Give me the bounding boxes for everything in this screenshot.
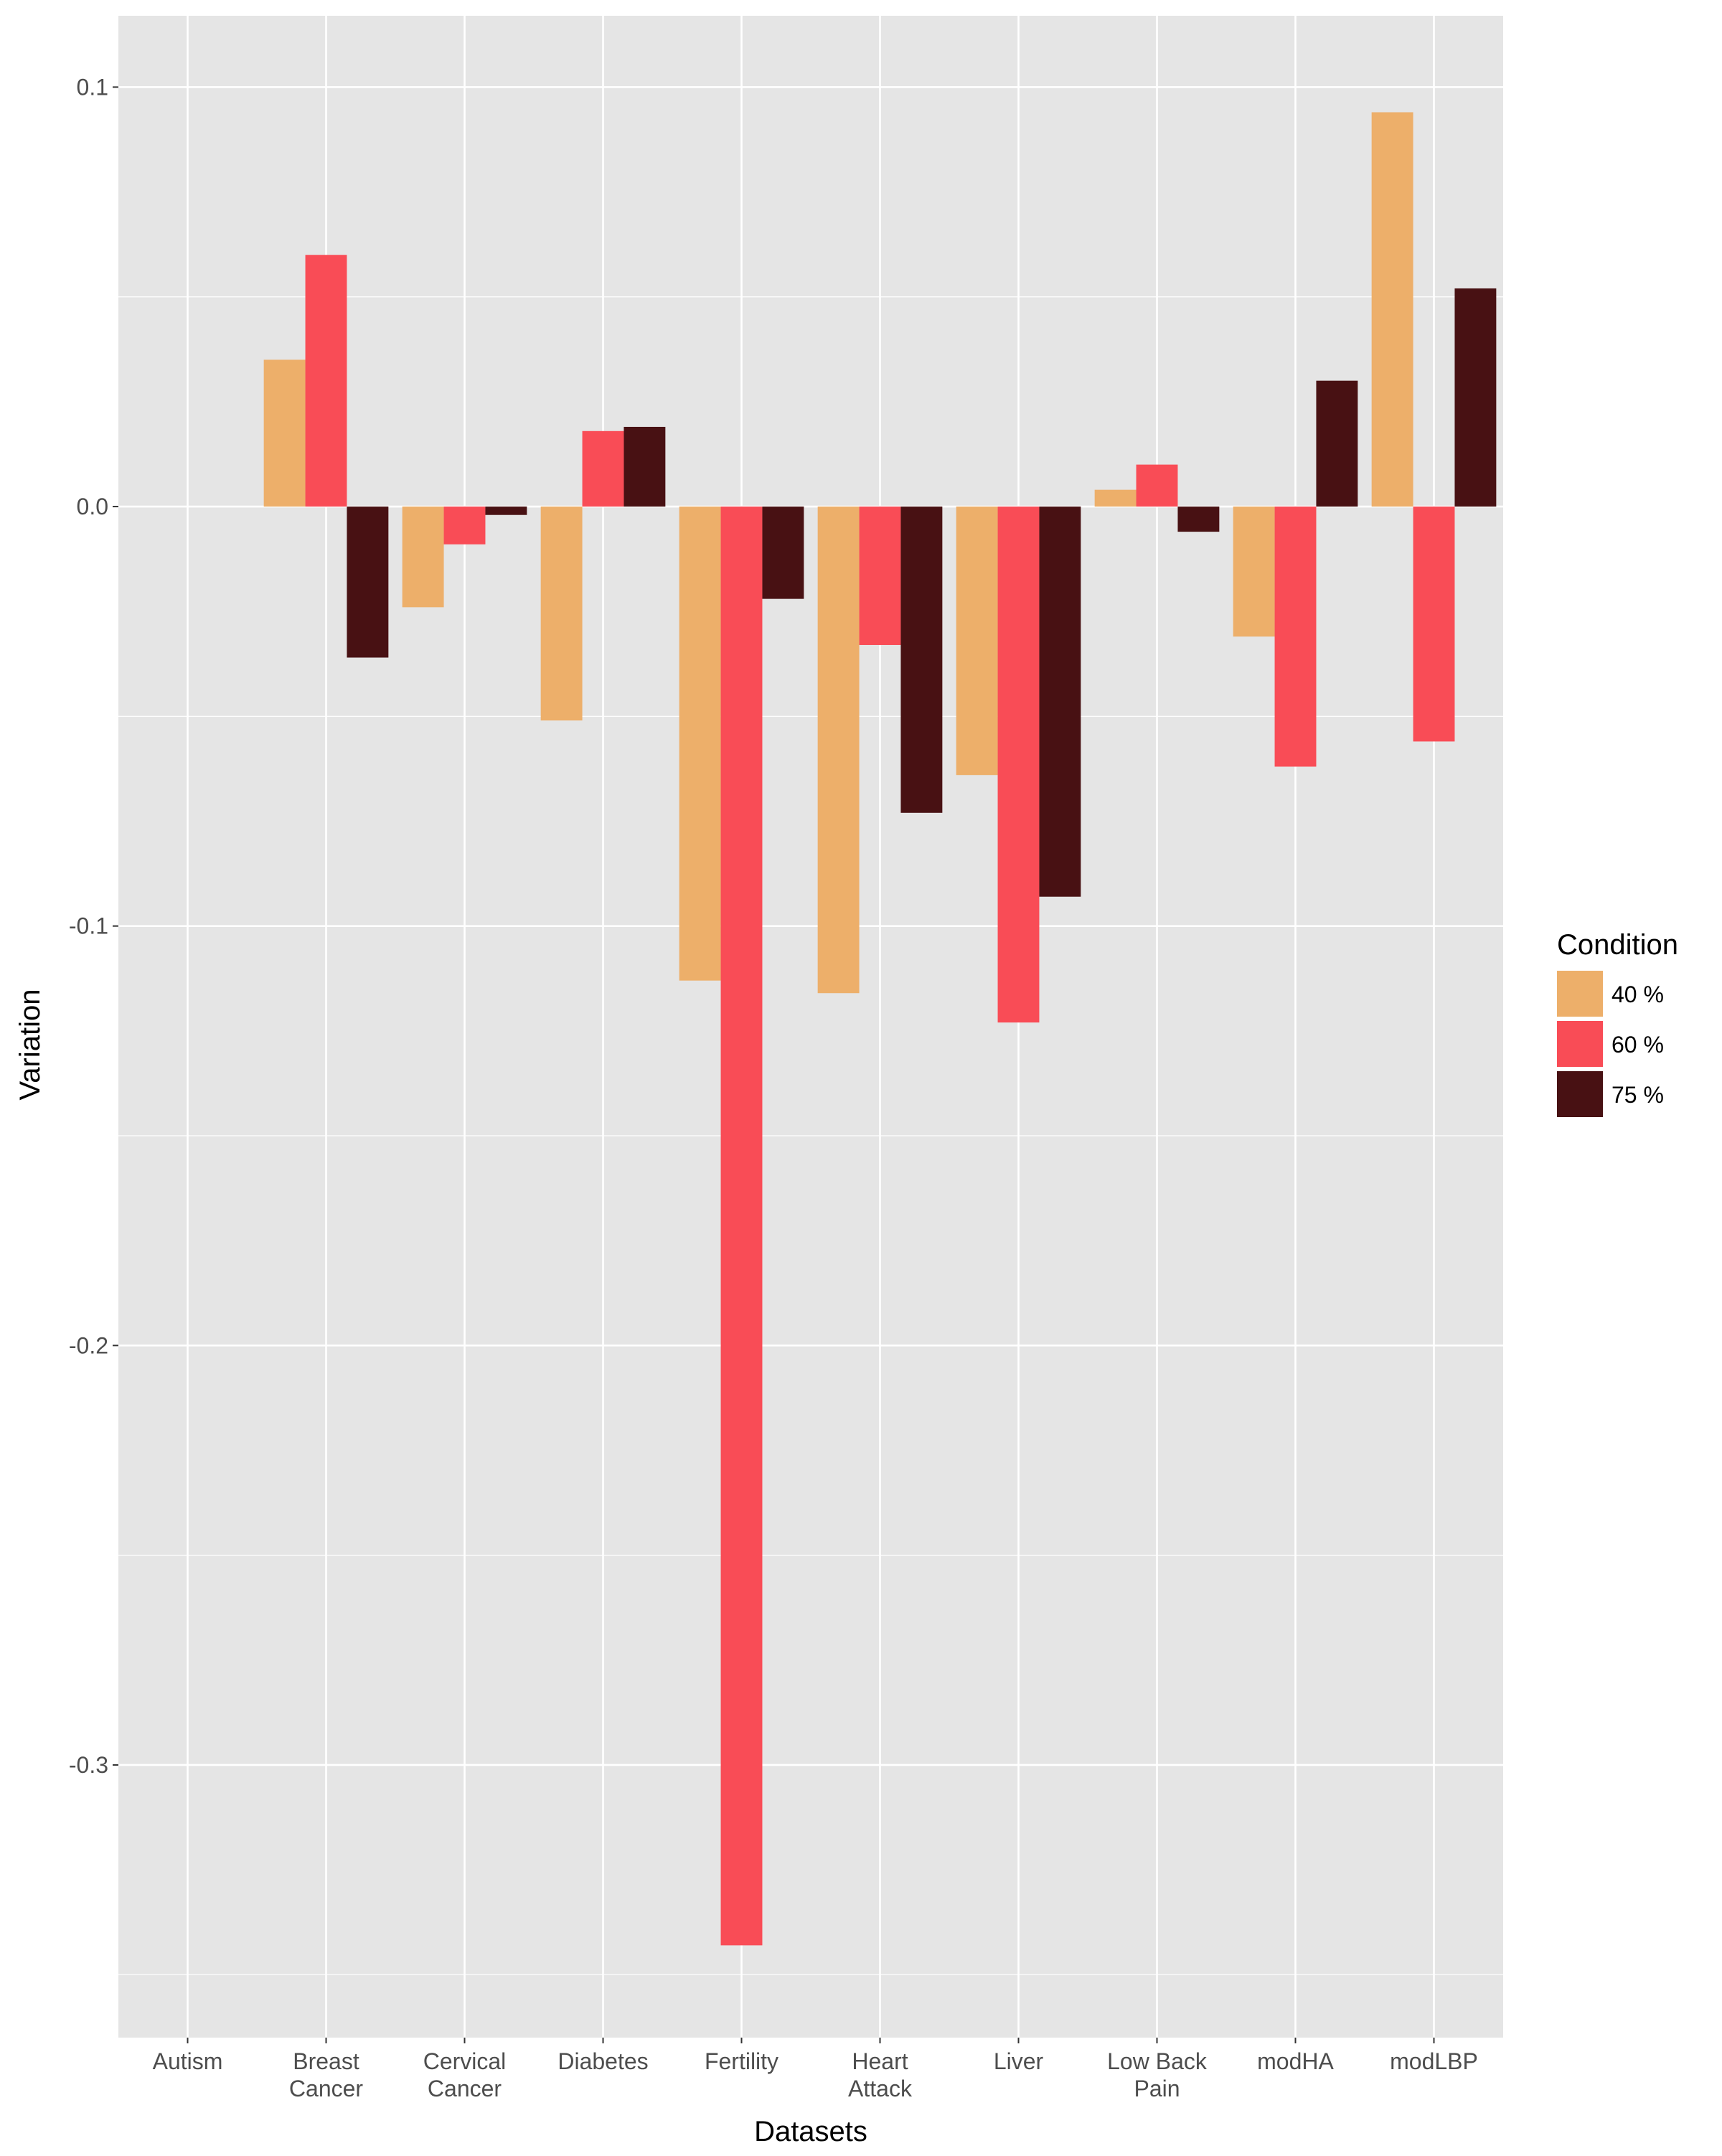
bar-40-pct <box>402 507 444 608</box>
bar-75-pct <box>1177 507 1220 532</box>
x-tick-label-line: Breast <box>293 2048 359 2074</box>
x-tick-label: Low Back Pain <box>1107 2048 1208 2101</box>
bar-75-pct <box>1316 380 1358 507</box>
plot-panel <box>118 16 1503 2038</box>
legend-label: 40 % <box>1612 982 1664 1007</box>
legend-label: 75 % <box>1612 1082 1664 1108</box>
x-tick-label-line: modLBP <box>1390 2048 1478 2074</box>
bar-60-pct <box>443 507 486 545</box>
x-tick-label: Cervical Cancer <box>423 2048 507 2101</box>
x-tick-label-line: Low Back <box>1107 2048 1208 2074</box>
y-tick-label: -0.1 <box>69 913 108 939</box>
bar-60-pct <box>859 507 901 645</box>
legend: Condition 40 % 60 % 75 % <box>1557 929 1678 1117</box>
x-tick-label: Autism <box>153 2048 223 2074</box>
x-tick-label-line: Fertility <box>705 2048 778 2074</box>
bar-40-pct <box>540 507 583 721</box>
legend-label: 60 % <box>1612 1032 1664 1058</box>
bar-40-pct <box>1094 489 1137 507</box>
x-tick-label: Liver <box>994 2048 1044 2074</box>
y-tick-label: -0.3 <box>69 1752 108 1778</box>
bar-75-pct <box>900 507 943 813</box>
y-tick-label: 0.0 <box>77 494 108 519</box>
bars <box>263 112 1497 1946</box>
panel-background <box>118 16 1503 2038</box>
bar-75-pct <box>485 507 527 515</box>
x-tick-label-line: Autism <box>153 2048 223 2074</box>
bar-75-pct <box>762 507 804 599</box>
x-tick-label-line: Pain <box>1134 2076 1180 2101</box>
y-tick-label: 0.1 <box>77 74 108 100</box>
x-tick-label: Fertility <box>705 2048 778 2074</box>
legend-title: Condition <box>1557 929 1678 961</box>
bar-60-pct <box>1274 507 1317 767</box>
y-tick-label: -0.2 <box>69 1332 108 1358</box>
x-tick-label-line: Cancer <box>428 2076 502 2101</box>
bar-40-pct <box>679 507 721 981</box>
x-tick-label-line: Cancer <box>289 2076 364 2101</box>
x-tick-label: Heart Attack <box>848 2048 913 2101</box>
y-axis-title: Variation <box>14 989 46 1101</box>
bar-40-pct <box>1371 112 1413 507</box>
x-tick-label: modHA <box>1257 2048 1334 2074</box>
x-tick-label: Breast Cancer <box>289 2048 364 2101</box>
bar-40-pct <box>1233 507 1275 637</box>
x-tick-label-line: Liver <box>994 2048 1044 2074</box>
x-axis-title: Datasets <box>754 2116 867 2147</box>
bar-40-pct <box>263 359 306 507</box>
x-tick-label-line: Heart <box>852 2048 908 2074</box>
bar-60-pct <box>720 507 763 1946</box>
bar-60-pct <box>997 507 1040 1023</box>
x-tick-label-line: Attack <box>848 2076 913 2101</box>
bar-40-pct <box>817 507 860 994</box>
x-tick-label-line: Diabetes <box>557 2048 648 2074</box>
bar-60-pct <box>1136 464 1178 507</box>
legend-swatch <box>1557 1071 1603 1117</box>
bar-75-pct <box>1039 507 1081 897</box>
bar-40-pct <box>956 507 998 776</box>
x-tick-label-line: Cervical <box>423 2048 507 2074</box>
bar-60-pct <box>1413 507 1455 742</box>
x-tick-label-line: modHA <box>1257 2048 1334 2074</box>
legend-swatch <box>1557 1021 1603 1067</box>
bar-75-pct <box>1454 288 1497 507</box>
bar-75-pct <box>624 426 666 507</box>
legend-swatch <box>1557 971 1603 1017</box>
bar-75-pct <box>347 507 389 658</box>
x-tick-label: Diabetes <box>557 2048 648 2074</box>
x-tick-label: modLBP <box>1390 2048 1478 2074</box>
bar-60-pct <box>582 430 624 507</box>
bar-60-pct <box>305 255 347 507</box>
